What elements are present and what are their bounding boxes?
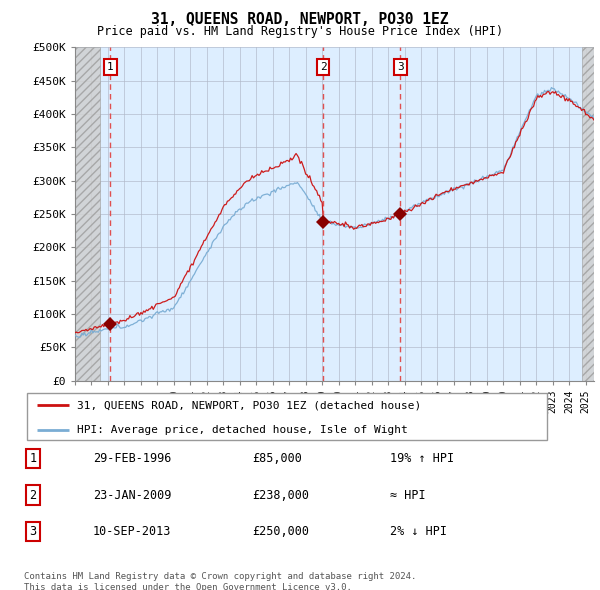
Text: 19% ↑ HPI: 19% ↑ HPI <box>390 452 454 465</box>
Bar <box>75 47 100 381</box>
FancyBboxPatch shape <box>26 393 547 440</box>
Text: 29-FEB-1996: 29-FEB-1996 <box>93 452 172 465</box>
Text: £250,000: £250,000 <box>252 525 309 538</box>
Text: 1: 1 <box>107 62 114 72</box>
Bar <box>581 47 594 381</box>
Text: £85,000: £85,000 <box>252 452 302 465</box>
Text: 10-SEP-2013: 10-SEP-2013 <box>93 525 172 538</box>
Text: 2: 2 <box>320 62 326 72</box>
Text: 31, QUEENS ROAD, NEWPORT, PO30 1EZ (detached house): 31, QUEENS ROAD, NEWPORT, PO30 1EZ (deta… <box>77 400 421 410</box>
Text: 2% ↓ HPI: 2% ↓ HPI <box>390 525 447 538</box>
Text: Contains HM Land Registry data © Crown copyright and database right 2024.
This d: Contains HM Land Registry data © Crown c… <box>24 572 416 590</box>
Text: ≈ HPI: ≈ HPI <box>390 489 425 502</box>
Text: 3: 3 <box>397 62 404 72</box>
Text: £238,000: £238,000 <box>252 489 309 502</box>
Text: 31, QUEENS ROAD, NEWPORT, PO30 1EZ: 31, QUEENS ROAD, NEWPORT, PO30 1EZ <box>151 12 449 27</box>
Text: 3: 3 <box>29 525 37 538</box>
Text: 2: 2 <box>29 489 37 502</box>
Text: Price paid vs. HM Land Registry's House Price Index (HPI): Price paid vs. HM Land Registry's House … <box>97 25 503 38</box>
Text: HPI: Average price, detached house, Isle of Wight: HPI: Average price, detached house, Isle… <box>77 425 407 434</box>
Text: 23-JAN-2009: 23-JAN-2009 <box>93 489 172 502</box>
Text: 1: 1 <box>29 452 37 465</box>
